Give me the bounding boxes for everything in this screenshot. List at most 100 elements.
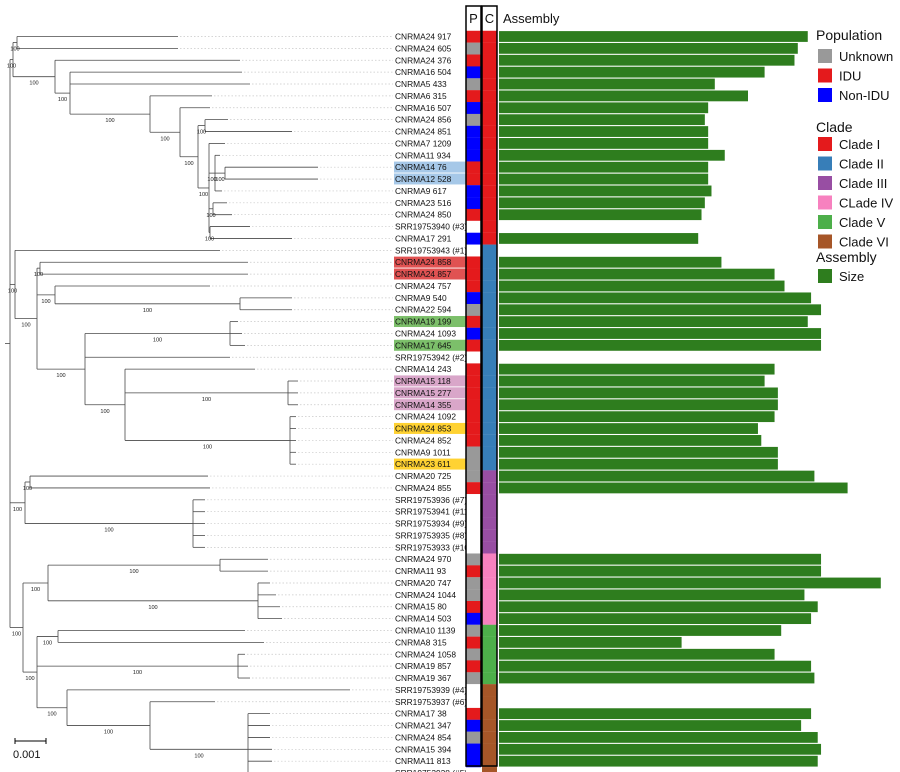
phylogenetic-tree [5,36,350,772]
clade-cell [482,410,497,423]
legend-swatch-clade [818,137,832,151]
bootstrap-label: 100 [205,237,214,243]
assembly-bar [499,589,805,601]
assembly-bar [499,339,822,351]
clade-cell [482,446,497,459]
tip-highlights [394,161,474,470]
legend-item-population: Unknown [839,49,893,64]
tip-label: CNRMA10 1139 [395,626,456,636]
legend-population-title: Population [816,27,882,43]
clade-cell [482,161,497,174]
population-cell [466,280,481,293]
clade-column [482,30,497,772]
population-cell [466,30,481,43]
clade-cell [482,494,497,507]
population-cell [466,208,481,221]
clade-cell [482,434,497,447]
population-cell [466,220,481,233]
legend-item-population: IDU [839,69,861,84]
assembly-bar [499,363,775,375]
clade-cell [482,517,497,530]
legend-swatch-assembly [818,269,832,283]
tip-label: CNRMA24 857 [395,269,452,279]
tip-label: CNRMA19 199 [395,317,452,327]
assembly-bar [499,316,808,328]
assembly-bar [499,173,709,185]
tip-label: CNRMA24 917 [395,32,452,42]
tip-label: CNRMA23 516 [395,198,452,208]
assembly-bar [499,672,815,684]
population-cell [466,410,481,423]
clade-cell [482,339,497,352]
tip-label: CNRMA20 747 [395,578,452,588]
assembly-bar [499,149,725,161]
clade-column-frame [481,5,498,767]
clade-cell [482,208,497,221]
tip-label: CNRMA16 507 [395,103,452,113]
assembly-bar [499,66,765,78]
tip-label: CNRMA15 394 [395,744,452,754]
tip-label: CNRMA24 1058 [395,649,456,659]
population-cell [466,743,481,756]
assembly-bar [499,387,778,399]
clade-cell [482,731,497,744]
assembly-bar [499,411,775,423]
tip-label: SRR19753938 (#5) [395,768,467,772]
tip-label: CNRMA15 277 [395,388,452,398]
assembly-bar [499,613,812,625]
tip-highlight [394,173,474,185]
tip-label: CNRMA20 725 [395,471,452,481]
population-cell [466,482,481,495]
tip-label: CNRMA24 970 [395,554,452,564]
clade-cell [482,149,497,162]
population-cell [466,268,481,281]
tip-label: CNRMA12 528 [395,174,452,184]
population-cell [466,660,481,673]
population-cell [466,42,481,55]
bootstrap-label: 100 [7,64,16,70]
tip-label: CNRMA22 594 [395,305,452,315]
tip-label: CNRMA24 1044 [395,590,456,600]
clade-cell [482,66,497,79]
assembly-bar [499,185,712,197]
bootstrap-label: 100 [13,507,22,513]
clade-cell [482,589,497,602]
assembly-bar [499,138,709,149]
assembly-bar [499,209,702,221]
population-cell [466,719,481,732]
clade-cell [482,565,497,578]
assembly-bar [499,423,758,434]
population-cell [466,422,481,435]
assembly-bar [499,399,778,411]
bootstrap-label: 100 [194,753,203,759]
tip-label: CNRMA24 854 [395,732,452,742]
tip-label: CNRMA6 315 [395,91,447,101]
clade-cell [482,470,497,483]
bootstrap-label: 100 [47,712,56,718]
clade-cell [482,541,497,554]
assembly-bar [499,458,778,470]
assembly-bar [499,197,705,209]
assembly-size-bars [499,31,881,767]
population-cell [466,707,481,720]
clade-cell [482,220,497,233]
assembly-bar [499,755,818,767]
tip-label: SRR19753939 (#4) [395,685,467,695]
clade-cell [482,684,497,697]
population-cell [466,696,481,709]
population-cell [466,244,481,257]
tip-highlight [394,339,474,351]
tip-label: CNRMA21 347 [395,721,452,731]
clade-cell [482,185,497,198]
tip-label: SRR19753933 (#10) [395,542,472,552]
clade-cell [482,660,497,673]
clade-cell [482,577,497,590]
tip-label: SRR19753936 (#7) [395,495,467,505]
population-cell [466,363,481,376]
assembly-bar [499,720,802,731]
population-cell [466,137,481,150]
bootstrap-values: 1001001001001001001001001001001001001001… [7,46,225,759]
bootstrap-label: 100 [10,46,19,52]
tip-label: CNRMA23 611 [395,459,451,469]
population-cell [466,232,481,245]
